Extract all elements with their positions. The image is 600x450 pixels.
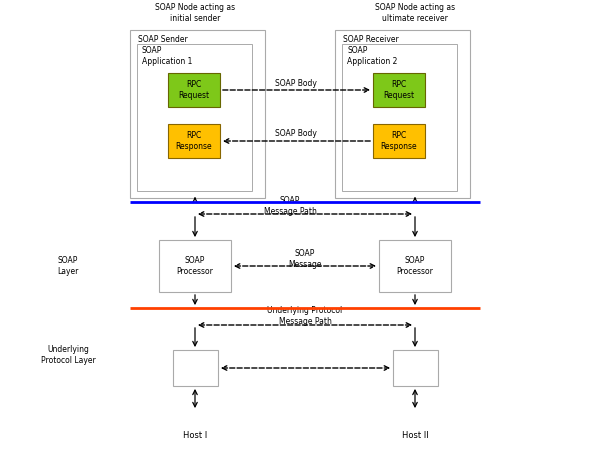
Bar [137, 44, 252, 191]
Text: SOAP
Application 2: SOAP Application 2 [347, 46, 397, 66]
Bar [335, 30, 470, 198]
Text: Underlying
Protocol Layer: Underlying Protocol Layer [41, 345, 95, 365]
Bar [173, 350, 218, 386]
Text: SOAP Node acting as
ultimate receiver: SOAP Node acting as ultimate receiver [375, 3, 455, 22]
Text: SOAP Body: SOAP Body [275, 130, 317, 139]
Text: SOAP
Processor: SOAP Processor [397, 256, 433, 276]
Bar [393, 350, 438, 386]
Text: Host I: Host I [183, 431, 207, 440]
Bar [159, 240, 231, 292]
Text: SOAP
Layer: SOAP Layer [58, 256, 79, 276]
Bar [379, 240, 451, 292]
Text: SOAP
Application 1: SOAP Application 1 [142, 46, 193, 66]
Text: Underlying Protocol
Message Path: Underlying Protocol Message Path [268, 306, 343, 326]
Text: SOAP Node acting as
initial sender: SOAP Node acting as initial sender [155, 3, 235, 22]
Text: SOAP Body: SOAP Body [275, 78, 317, 87]
Text: SOAP
Message: SOAP Message [288, 249, 322, 269]
Bar [168, 73, 220, 107]
Text: Host II: Host II [401, 431, 428, 440]
Text: SOAP Sender: SOAP Sender [138, 36, 188, 45]
Bar [342, 44, 457, 191]
Text: SOAP
Processor: SOAP Processor [176, 256, 214, 276]
Bar [130, 30, 265, 198]
Text: RPC
Response: RPC Response [176, 131, 212, 151]
Bar [373, 124, 425, 158]
Bar [168, 124, 220, 158]
Text: RPC
Request: RPC Request [178, 80, 209, 100]
Text: RPC
Response: RPC Response [380, 131, 418, 151]
Text: SOAP Receiver: SOAP Receiver [343, 36, 399, 45]
Text: RPC
Request: RPC Request [383, 80, 415, 100]
Text: SOAP
Message Path: SOAP Message Path [263, 196, 316, 216]
Bar [373, 73, 425, 107]
